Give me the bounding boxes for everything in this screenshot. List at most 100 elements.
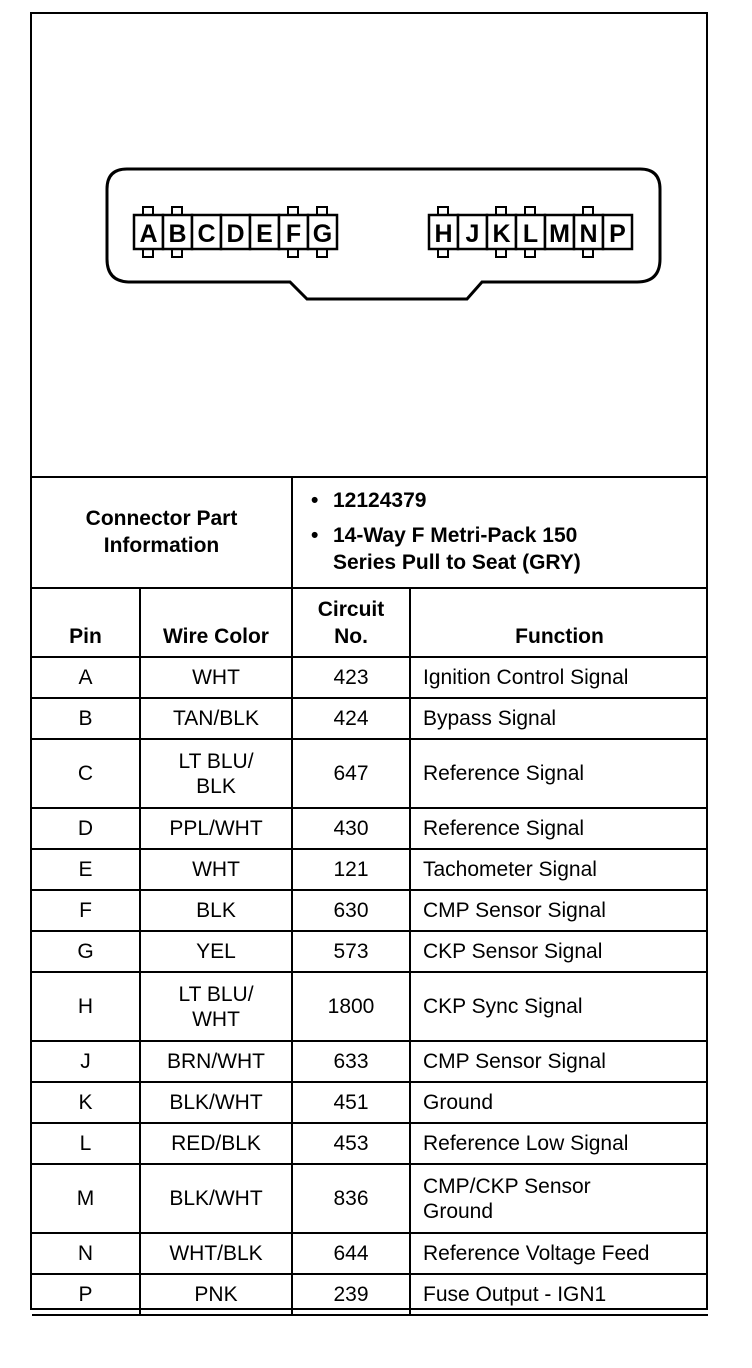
wire-color-cell: PPL/WHT (139, 807, 293, 850)
pin-cell: M (32, 1163, 141, 1234)
wire-color-cell-text: WHT/BLK (169, 1242, 263, 1265)
function-cell-text: Reference Signal (423, 817, 585, 840)
pin-label: L (523, 220, 538, 248)
wire-color-cell: BLK (139, 889, 293, 932)
connector-pin-G: G (306, 206, 339, 258)
pin-cavity (456, 213, 489, 251)
circuit-cell-text: 647 (333, 762, 369, 785)
function-cell: Fuse Output - IGN1 (409, 1273, 708, 1316)
circuit-cell-text: 630 (333, 899, 369, 922)
pin-cell: F (32, 889, 141, 932)
function-cell-text: CKP Sensor Signal (423, 940, 603, 963)
function-cell: Reference Voltage Feed (409, 1232, 708, 1275)
wire-color-cell-text: WHT (192, 1007, 240, 1031)
circuit-cell: 573 (291, 930, 411, 973)
pin-cell-text: A (78, 666, 93, 689)
connector-info-row: Connector Part Information • 12124379 • 14… (32, 476, 708, 589)
pin-cell: N (32, 1232, 141, 1275)
table-row: G YEL 573 CKP Sensor Signal (32, 930, 708, 973)
pin-label: G (313, 220, 332, 248)
wire-color-cell-text: WHT (192, 666, 240, 689)
pin-cell-text: N (77, 1242, 94, 1265)
connector-pin-P: P (601, 213, 634, 251)
pin-cell-text: B (78, 707, 93, 730)
function-cell: CKP Sync Signal (409, 971, 708, 1042)
function-cell-text: Ground (423, 1091, 494, 1114)
function-cell-text: Reference Low Signal (423, 1132, 629, 1155)
function-cell: Bypass Signal (409, 697, 708, 740)
wire-color-cell-text: BLK/WHT (169, 1091, 263, 1114)
info-label-line: Connector Part (85, 506, 238, 530)
pin-cell: E (32, 848, 141, 891)
table-row: P PNK 239 Fuse Output - IGN1 (32, 1273, 708, 1316)
pin-cavity (485, 213, 518, 251)
pin-cavity (277, 213, 310, 251)
function-cell-text: Reference Voltage Feed (423, 1242, 650, 1265)
pin-cell: G (32, 930, 141, 973)
pin-cell-text: E (78, 858, 93, 881)
circuit-cell: 633 (291, 1040, 411, 1083)
function-cell-text: Ignition Control Signal (423, 666, 629, 689)
header-pin: Pin (32, 587, 141, 658)
pin-cell: A (32, 657, 141, 699)
pin-cell: C (32, 738, 141, 809)
wire-color-cell: WHT (139, 657, 293, 699)
circuit-cell: 644 (291, 1232, 411, 1275)
circuit-cell: 836 (291, 1163, 411, 1234)
wire-color-cell-text: BLK (196, 899, 236, 922)
pin-cavity (132, 213, 165, 251)
table-row: E WHT 121 Tachometer Signal (32, 848, 708, 891)
table-row: J BRN/WHT 633 CMP Sensor Signal (32, 1040, 708, 1083)
connector-pin-D: D (219, 213, 252, 251)
table-row: N WHT/BLK 644 Reference Voltage Feed (32, 1232, 708, 1275)
circuit-cell: 453 (291, 1122, 411, 1165)
wire-color-cell-text: RED/BLK (171, 1132, 261, 1155)
pin-label: C (197, 220, 215, 248)
wire-color-cell: BLK/WHT (139, 1163, 293, 1234)
connector-pin-E: E (248, 213, 281, 251)
wire-color-cell: BRN/WHT (139, 1040, 293, 1083)
wire-color-cell: TAN/BLK (139, 697, 293, 740)
function-cell-text: Bypass Signal (423, 707, 557, 730)
wire-color-cell: RED/BLK (139, 1122, 293, 1165)
wire-color-cell: BLK/WHT (139, 1081, 293, 1124)
function-cell: CMP Sensor Signal (409, 1040, 708, 1083)
wire-color-cell-text: TAN/BLK (173, 707, 259, 730)
connector-info-values: • 12124379 • 14-Way F Metri-Pack 150 Serie… (291, 476, 708, 589)
pin-label: H (434, 220, 452, 248)
circuit-cell-text: 451 (333, 1091, 369, 1114)
function-cell-text: Fuse Output - IGN1 (423, 1283, 607, 1306)
function-cell: Reference Low Signal (409, 1122, 708, 1165)
connector-pin-F: F (277, 206, 310, 258)
circuit-cell: 121 (291, 848, 411, 891)
wire-color-cell-text: WHT (192, 858, 240, 881)
function-cell: CMP Sensor Signal (409, 889, 708, 932)
connector-info-label: Connector Part Information (32, 476, 293, 589)
pin-cell-text: D (77, 817, 94, 840)
connector-pin-J: J (456, 213, 489, 251)
pin-label: F (286, 220, 301, 248)
pin-label: D (226, 220, 244, 248)
connector-pin-H: H (427, 206, 460, 258)
circuit-cell-text: 644 (333, 1242, 369, 1265)
function-cell-text: Tachometer Signal (423, 858, 597, 881)
circuit-cell-text: 423 (333, 666, 369, 689)
function-cell-text: CMP Sensor Signal (423, 899, 606, 922)
circuit-cell: 1800 (291, 971, 411, 1042)
wire-color-cell: WHT (139, 848, 293, 891)
function-cell-text: Ground (423, 1199, 494, 1223)
function-cell: Tachometer Signal (409, 848, 708, 891)
header-wire-color: Wire Color (139, 587, 293, 658)
wire-color-cell-text: BLK/WHT (169, 1187, 263, 1210)
header-circuit: Circuit No. (291, 587, 411, 658)
function-cell-text: Reference Signal (423, 762, 585, 785)
pin-cavity (427, 213, 460, 251)
function-cell: CMP/CKP Sensor Ground (409, 1163, 708, 1234)
connector-type: • 14-Way F Metri-Pack 150 (311, 524, 578, 547)
pin-label: K (492, 220, 510, 248)
table-row: K BLK/WHT 451 Ground (32, 1081, 708, 1124)
pin-label: M (549, 220, 570, 248)
pin-label: A (139, 220, 157, 248)
